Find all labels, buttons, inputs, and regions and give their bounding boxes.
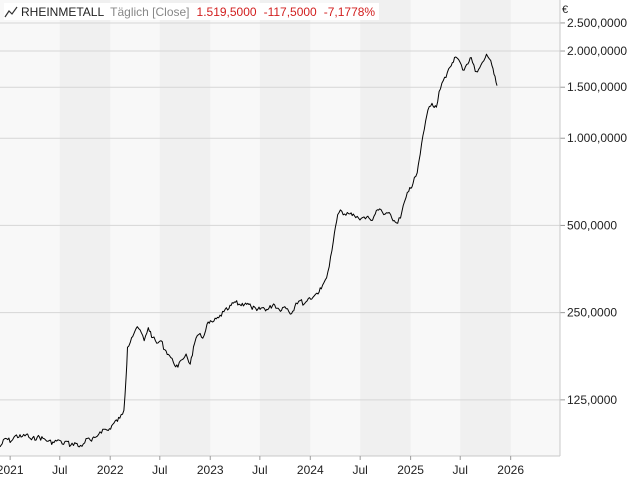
x-tick-label: Jul	[252, 463, 267, 477]
interval-mode: Täglich [Close]	[110, 4, 190, 19]
y-tick-label: 1.500,0000	[567, 80, 627, 94]
x-tick-label: 2022	[97, 463, 124, 477]
change-percent: -7,1778%	[323, 4, 376, 19]
half-year-band	[259, 0, 311, 456]
half-year-bands	[59, 0, 511, 456]
y-tick-label: 1.000,0000	[567, 131, 627, 145]
y-tick-label: 2.500,0000	[567, 16, 627, 30]
y-axis-labels: 125,0000 250,0000 500,0000 1.000,0000 1.500,…	[567, 16, 627, 407]
x-tick-label: Jul	[52, 463, 67, 477]
line-chart-icon	[4, 6, 18, 17]
y-tick-label: 250,0000	[567, 306, 617, 320]
x-tick-label: 2021	[0, 463, 24, 477]
y-tick-label: 125,0000	[567, 393, 617, 407]
x-tick-label: 2026	[497, 463, 524, 477]
x-tick-label: 2024	[297, 463, 324, 477]
y-tick-label: 500,0000	[567, 218, 617, 232]
horizontal-gridlines	[0, 22, 565, 401]
half-year-band	[59, 0, 111, 456]
change-absolute: -117,5000	[263, 4, 317, 19]
x-axis-labels: 2021 Jul 2022 Jul 2023 Jul 2024 Jul 2025 Jul 2026	[0, 456, 524, 477]
last-price: 1.519,5000	[196, 4, 257, 19]
x-tick-label: Jul	[453, 463, 468, 477]
x-tick-label: 2023	[197, 463, 224, 477]
chart-header: RHEINMETALL Täglich [Close] 1.519,5000 -…	[4, 3, 380, 20]
half-year-band	[159, 0, 211, 456]
y-tick-label: 2.000,0000	[567, 44, 627, 58]
x-tick-label: Jul	[152, 463, 167, 477]
symbol-name: RHEINMETALL	[21, 4, 105, 19]
half-year-band	[460, 0, 511, 456]
currency-label: €	[562, 4, 569, 16]
half-year-band	[360, 0, 411, 456]
price-series-line	[0, 53, 498, 448]
x-tick-label: 2025	[397, 463, 424, 477]
x-tick-label: Jul	[353, 463, 368, 477]
